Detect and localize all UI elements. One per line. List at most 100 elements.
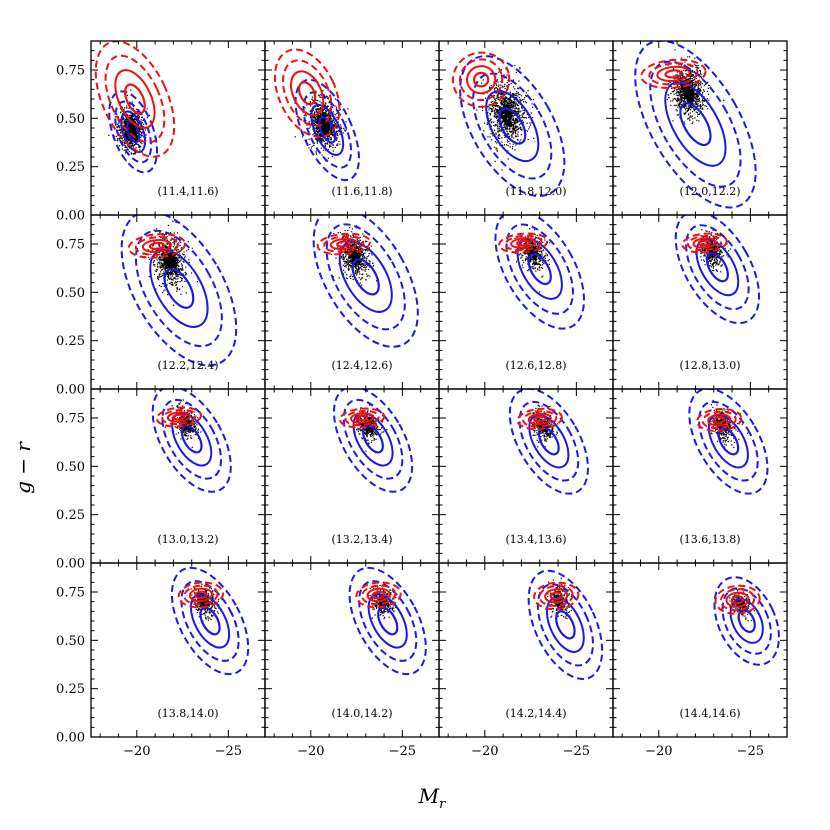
- data-point: [679, 117, 681, 119]
- data-point: [492, 121, 495, 123]
- data-point: [152, 249, 154, 251]
- data-point: [148, 276, 150, 278]
- data-point: [308, 127, 310, 129]
- data-point: [328, 119, 331, 121]
- data-point: [510, 98, 512, 100]
- data-point: [519, 123, 521, 125]
- data-point: [708, 99, 710, 101]
- data-point: [511, 105, 513, 107]
- data-point: [683, 95, 686, 97]
- data-point: [512, 118, 515, 120]
- data-point: [679, 88, 681, 90]
- data-point: [335, 132, 337, 134]
- data-point: [158, 244, 160, 246]
- data-point: [521, 119, 523, 122]
- data-point: [315, 118, 317, 120]
- data-point: [515, 106, 517, 109]
- data-point-core: [509, 114, 511, 117]
- data-point: [505, 68, 507, 70]
- data-point: [695, 102, 697, 104]
- data-point: [489, 87, 491, 89]
- data-point: [680, 82, 682, 85]
- data-point: [696, 92, 699, 94]
- data-point: [500, 92, 503, 95]
- data-point: [315, 130, 318, 132]
- data-point: [517, 127, 520, 129]
- blue-cloud-contour-4sigma: [634, 41, 757, 209]
- data-point: [513, 110, 516, 112]
- data-point: [679, 98, 681, 100]
- data-point-core: [684, 88, 687, 91]
- data-point: [345, 129, 347, 131]
- data-point: [309, 101, 312, 103]
- data-point: [670, 104, 672, 107]
- data-point: [519, 67, 521, 69]
- data-point-core: [134, 131, 137, 134]
- data-point-core: [131, 125, 133, 127]
- data-point: [177, 249, 179, 251]
- data-point: [170, 276, 172, 278]
- data-point: [163, 266, 165, 269]
- data-point: [330, 128, 333, 130]
- data-point: [335, 106, 338, 108]
- data-point-core: [501, 117, 504, 120]
- data-point-core: [131, 123, 134, 126]
- data-point: [504, 124, 506, 126]
- data-point: [509, 96, 511, 99]
- data-point: [495, 115, 497, 118]
- data-point: [119, 130, 121, 132]
- data-point: [335, 131, 338, 133]
- data-point: [176, 261, 179, 263]
- data-point: [330, 116, 332, 118]
- data-point: [314, 102, 316, 105]
- data-point: [135, 134, 137, 136]
- data-point: [509, 103, 511, 105]
- data-point-core: [320, 119, 323, 121]
- data-point: [688, 78, 691, 80]
- data-point: [514, 109, 516, 111]
- data-point: [503, 102, 505, 104]
- data-point: [687, 118, 689, 120]
- data-point: [675, 109, 677, 111]
- data-point: [179, 250, 181, 252]
- data-point: [125, 130, 127, 133]
- data-point: [313, 119, 315, 121]
- data-point: [699, 70, 702, 72]
- data-point: [125, 135, 128, 137]
- data-point: [691, 82, 693, 84]
- data-point: [156, 263, 159, 265]
- data-point-core: [688, 97, 690, 100]
- data-point: [331, 155, 334, 158]
- data-point: [123, 149, 125, 151]
- data-point: [693, 110, 695, 112]
- data-point: [334, 98, 337, 100]
- data-point: [504, 87, 506, 90]
- data-point-core: [684, 97, 686, 100]
- data-point: [685, 78, 687, 80]
- data-point: [183, 261, 185, 263]
- data-point: [696, 67, 698, 69]
- data-point: [513, 94, 515, 96]
- red-sequence-contour-2sigma: [290, 70, 325, 117]
- data-point: [128, 147, 130, 149]
- data-point: [495, 101, 497, 104]
- data-point: [512, 132, 514, 134]
- data-point-core: [508, 106, 510, 108]
- data-point: [322, 113, 324, 115]
- data-point: [699, 90, 701, 92]
- data-point-core: [509, 130, 511, 133]
- data-point: [133, 119, 135, 121]
- data-point: [691, 122, 693, 124]
- data-point: [313, 116, 315, 118]
- data-point: [163, 235, 165, 237]
- data-point: [145, 134, 147, 136]
- data-point-core: [323, 127, 326, 129]
- data-point: [135, 147, 137, 149]
- data-point: [518, 88, 520, 90]
- data-point: [141, 116, 143, 119]
- data-point: [332, 150, 334, 152]
- data-point: [328, 113, 330, 115]
- data-point: [522, 115, 524, 117]
- data-point: [333, 113, 335, 115]
- data-point: [514, 131, 517, 133]
